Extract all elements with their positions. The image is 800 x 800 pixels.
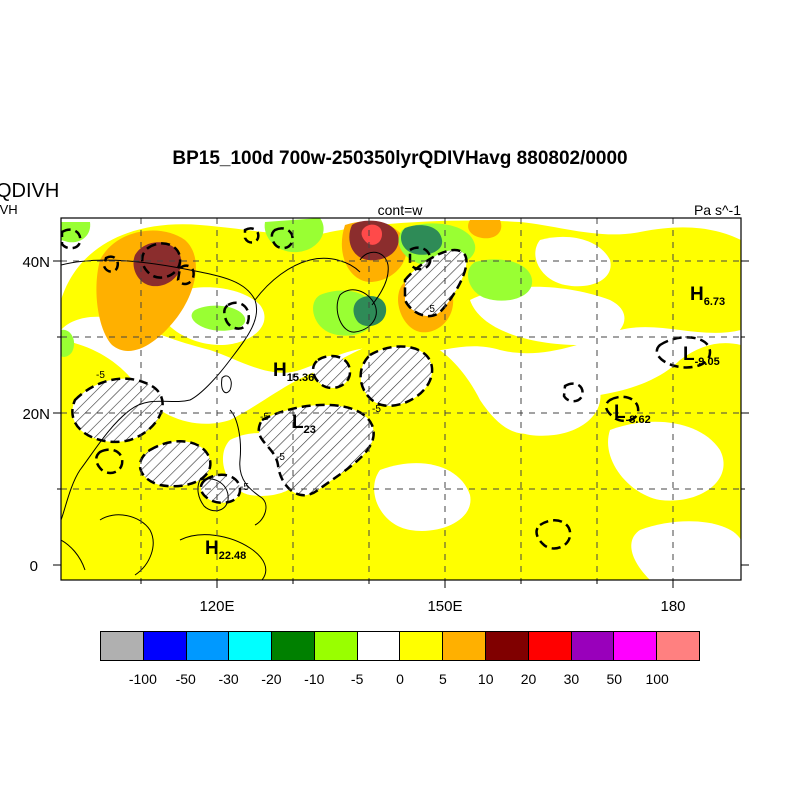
colorbar-swatch xyxy=(357,632,401,660)
fill-green-region xyxy=(353,296,387,327)
low-center-label: L23 xyxy=(292,412,316,436)
lon-label-150e: 150E xyxy=(427,598,462,615)
colorbar-label: -20 xyxy=(261,671,282,687)
hatched-negative-region xyxy=(258,404,374,496)
fill-lightgreen-region xyxy=(264,218,324,253)
grid-lines xyxy=(61,218,741,580)
colorbar-label: 20 xyxy=(520,671,537,687)
lon-label-180: 180 xyxy=(660,598,685,615)
fill-orange-region xyxy=(468,220,502,239)
fill-red-region xyxy=(361,224,382,245)
lat-label-0: 0 xyxy=(30,558,38,575)
colorbar-swatch xyxy=(571,632,615,660)
colorbar xyxy=(100,631,700,661)
fill-lightgreen-region xyxy=(191,305,246,331)
high-center-label: H22.48 xyxy=(205,538,246,562)
hatched-negative-region xyxy=(360,346,433,406)
fill-lightgreen-region xyxy=(467,259,533,301)
colorbar-label: 50 xyxy=(606,671,623,687)
contour-label: -5 xyxy=(276,452,285,463)
colorbar-swatch xyxy=(186,632,230,660)
contour-labels: -5 -5 -5 -5 -5 -5 xyxy=(96,304,435,493)
colorbar-swatch xyxy=(272,632,315,660)
colorbar-swatch xyxy=(143,632,187,660)
lon-label-120e: 120E xyxy=(199,598,234,615)
high-center-label: H15.36 xyxy=(273,360,314,384)
contour-label: -5 xyxy=(240,482,249,493)
contour-label: -5 xyxy=(426,304,435,315)
colorbar-swatch xyxy=(400,632,444,660)
colorbar-label: 100 xyxy=(645,671,669,687)
colorbar-swatch xyxy=(229,632,273,660)
colorbar-label: -30 xyxy=(218,671,239,687)
colorbar-label: -10 xyxy=(304,671,325,687)
negative-contours xyxy=(61,227,712,550)
colorbar-swatch xyxy=(528,632,572,660)
fill-white-region xyxy=(631,521,741,580)
fill-white-region xyxy=(470,286,625,345)
hatched-negative-region xyxy=(313,356,350,388)
contour-label: -5 xyxy=(96,370,105,381)
hatched-negative-region xyxy=(139,441,211,487)
units-label: Pa s^-1 xyxy=(693,202,741,218)
colorbar-label: -100 xyxy=(128,671,157,687)
pressure-centers: H15.36 L23 H22.48 H6.73 L-9.05 L-8.62 xyxy=(205,284,725,562)
colorbar-label: -5 xyxy=(350,671,364,687)
fill-white-region xyxy=(494,361,601,436)
axis-ticks xyxy=(53,260,749,588)
colorbar-swatch xyxy=(314,632,358,660)
low-center-label: L-9.05 xyxy=(683,344,720,368)
colorbar-swatch xyxy=(614,632,658,660)
fill-white-region xyxy=(374,463,471,531)
colorbar-label: -50 xyxy=(175,671,196,687)
coastlines xyxy=(61,251,389,580)
colorbar-swatch xyxy=(657,632,699,660)
map-fill-layer xyxy=(61,218,741,580)
contour-label: -5 xyxy=(372,404,381,415)
colorbar-label: 30 xyxy=(563,671,580,687)
colorbar-label: 5 xyxy=(438,671,447,687)
colorbar-label: 10 xyxy=(477,671,494,687)
fill-white-region xyxy=(535,236,611,287)
left-title: QDIVH xyxy=(0,180,60,202)
contour-label: -5 xyxy=(260,412,269,423)
high-center-label: H6.73 xyxy=(690,284,725,308)
low-center-label: L-8.62 xyxy=(614,402,651,426)
fill-yellow-region xyxy=(61,337,741,580)
colorbar-swatch xyxy=(443,632,487,660)
map-title: BP15_100d 700w-250350lyrQDIVHavg 880802/… xyxy=(172,148,628,169)
colorbar-swatch xyxy=(101,632,144,660)
fill-white-region xyxy=(608,421,724,501)
fill-green-region xyxy=(400,225,443,255)
plot-frame xyxy=(60,217,742,581)
hatched-negative-region xyxy=(72,378,163,442)
colorbar-swatch xyxy=(486,632,529,660)
center-subtitle: cont=w xyxy=(377,202,423,218)
left-subtitle: IVH xyxy=(0,202,18,217)
lat-label-20n: 20N xyxy=(22,406,50,423)
colorbar-label: 0 xyxy=(396,671,404,687)
lat-label-40n: 40N xyxy=(22,254,50,271)
